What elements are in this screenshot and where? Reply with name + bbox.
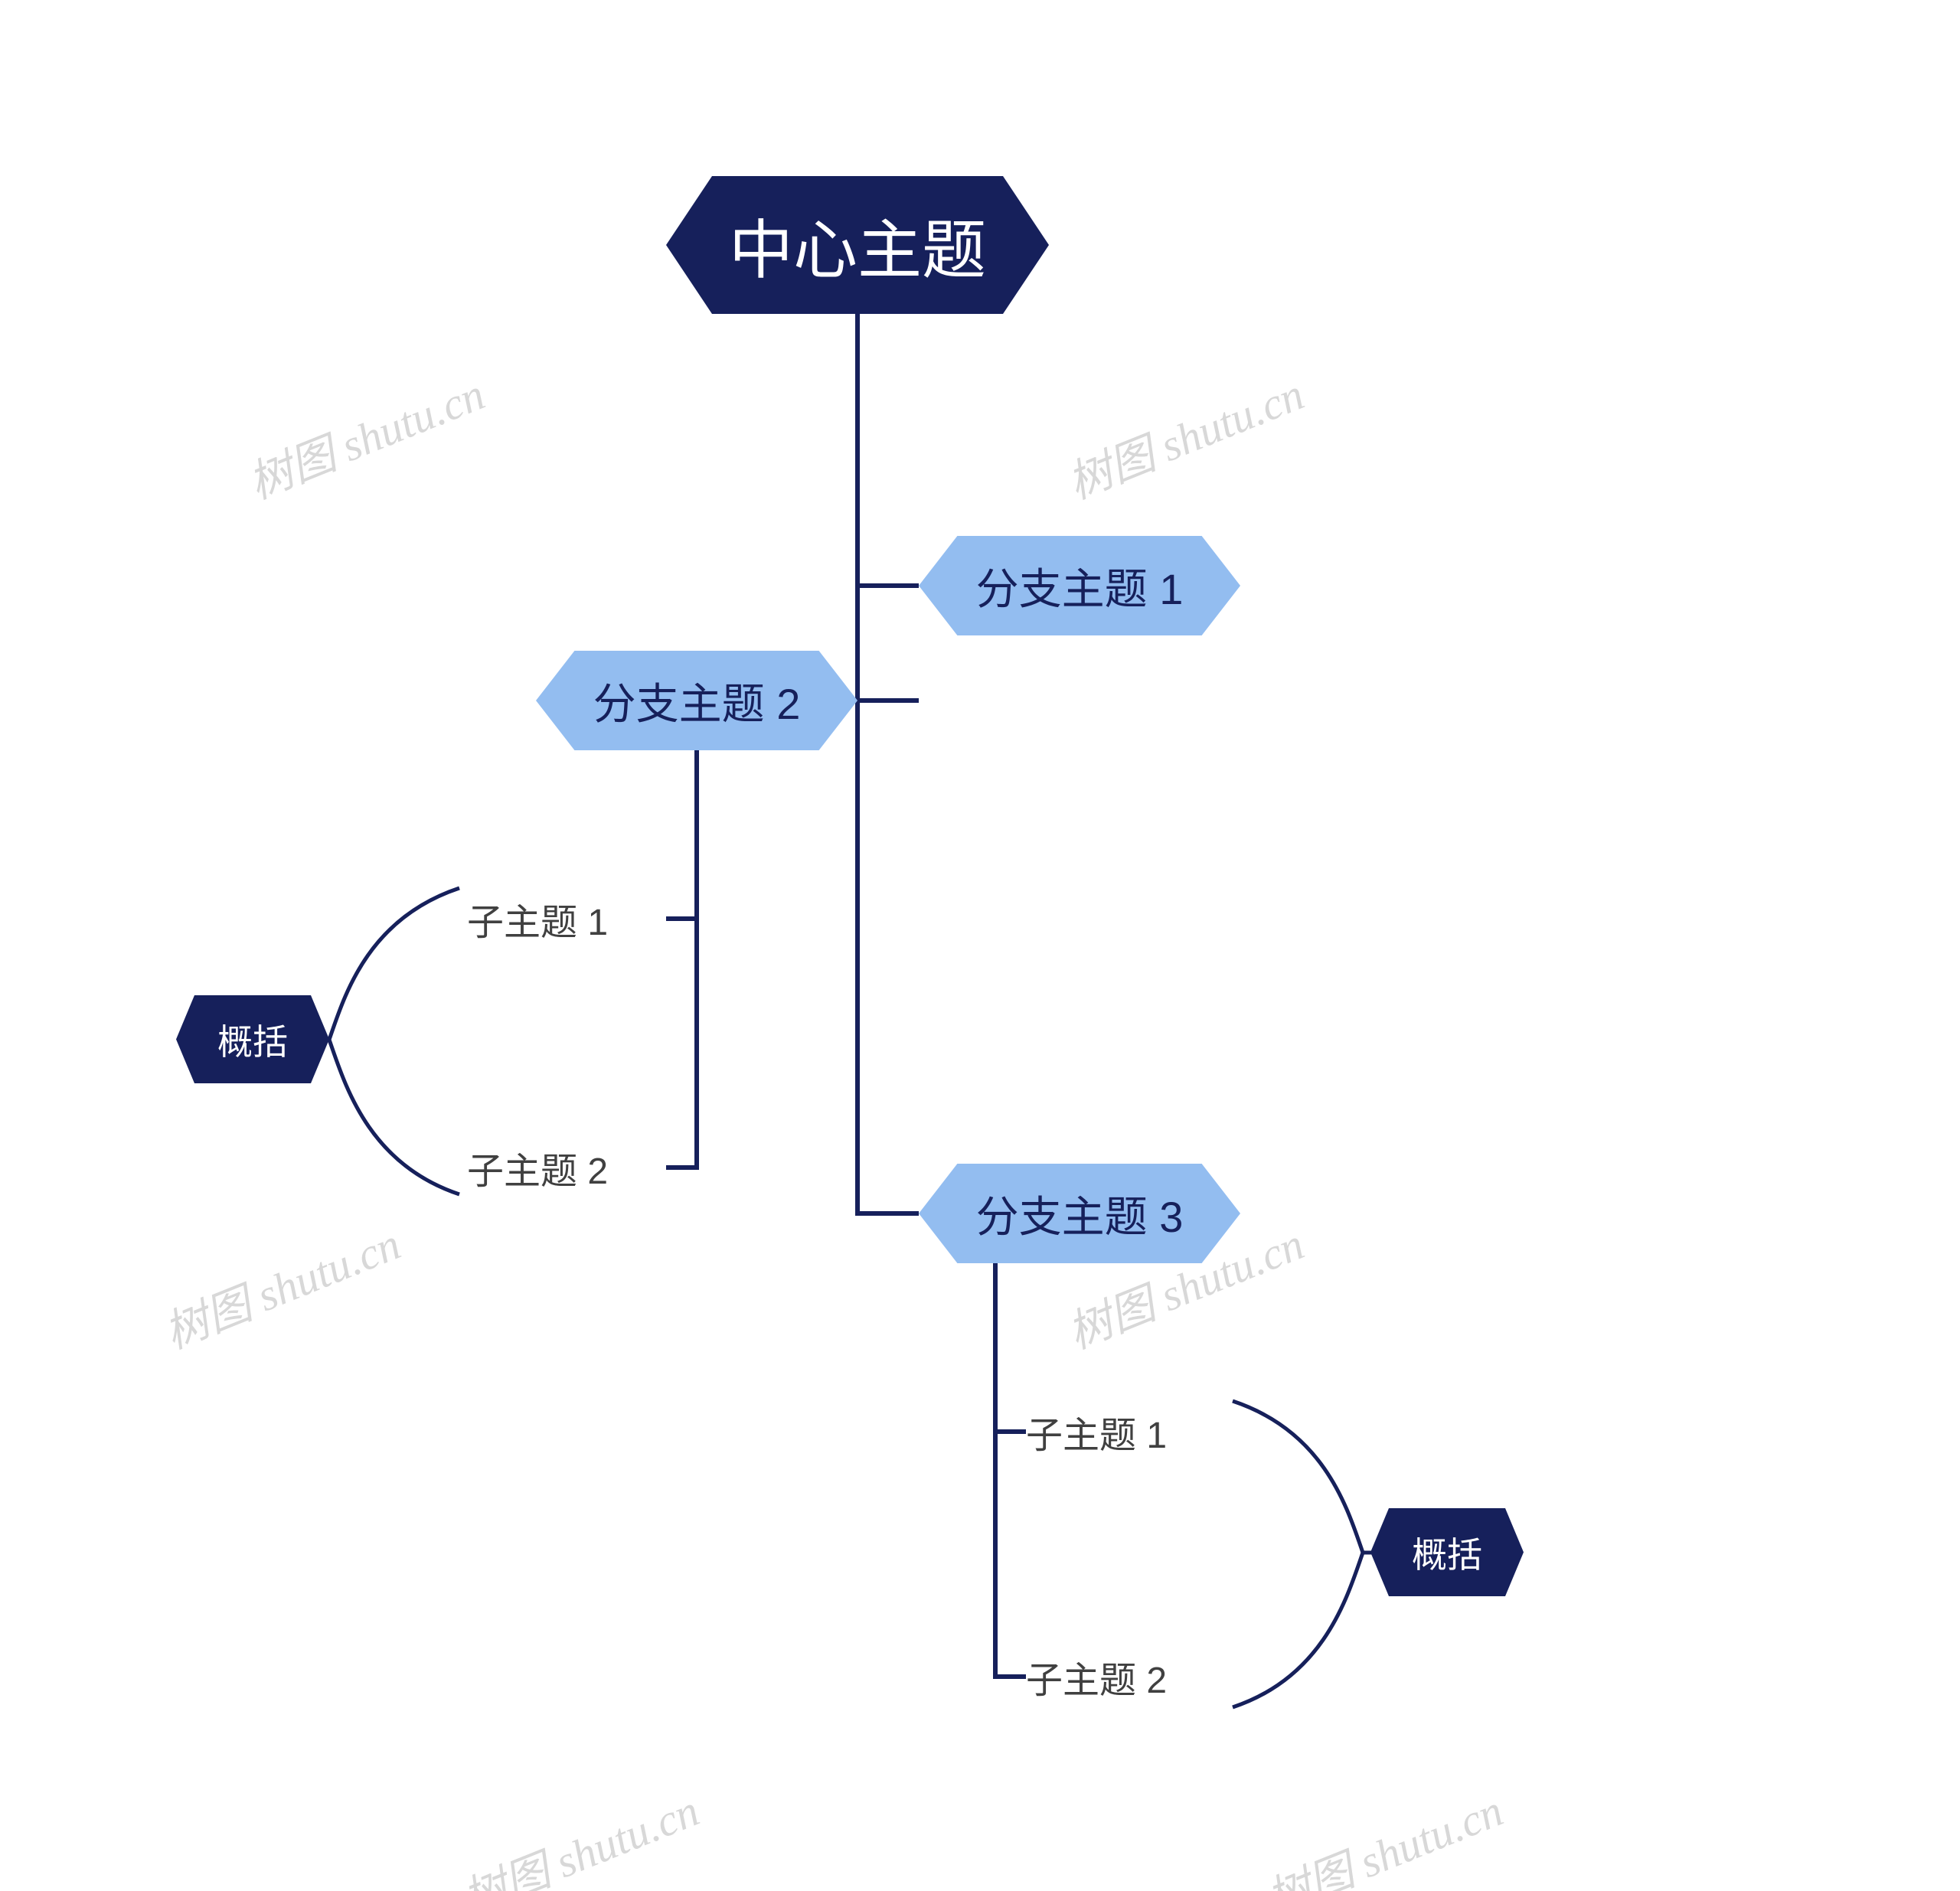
watermark: 树图 shutu.cn (452, 1775, 707, 1891)
watermark: 树图 shutu.cn (1256, 1775, 1511, 1891)
leaf-label: 子主题 2 (467, 1141, 608, 1194)
leaf-node[interactable]: 子主题 2 (1026, 1650, 1225, 1703)
watermark: 树图 shutu.cn (153, 1208, 408, 1361)
branch-label: 分支主题 3 (976, 1183, 1184, 1245)
branch-node-1[interactable]: 分支主题 1 (919, 536, 1240, 635)
summary-label: 概括 (217, 1014, 288, 1065)
summary-node[interactable]: 概括 (176, 995, 329, 1083)
leaf-label: 子主题 2 (1026, 1650, 1167, 1703)
leaf-node[interactable]: 子主题 1 (467, 892, 666, 946)
branch-label: 分支主题 2 (593, 670, 801, 732)
root-node[interactable]: 中心主题 (666, 176, 1049, 314)
summary-node[interactable]: 概括 (1370, 1508, 1524, 1596)
leaf-node[interactable]: 子主题 1 (1026, 1405, 1225, 1458)
summary-label: 概括 (1412, 1527, 1482, 1578)
watermark: 树图 shutu.cn (237, 358, 492, 511)
watermark: 树图 shutu.cn (1057, 358, 1312, 511)
mindmap-canvas: 树图 shutu.cn 树图 shutu.cn 树图 shutu.cn 树图 s… (0, 0, 1960, 1891)
branch-node-2[interactable]: 分支主题 2 (536, 651, 858, 750)
root-label: 中心主题 (729, 199, 986, 292)
leaf-node[interactable]: 子主题 2 (467, 1141, 666, 1194)
leaf-label: 子主题 1 (1026, 1405, 1167, 1458)
leaf-label: 子主题 1 (467, 892, 608, 946)
branch-label: 分支主题 1 (976, 555, 1184, 617)
branch-node-3[interactable]: 分支主题 3 (919, 1164, 1240, 1263)
